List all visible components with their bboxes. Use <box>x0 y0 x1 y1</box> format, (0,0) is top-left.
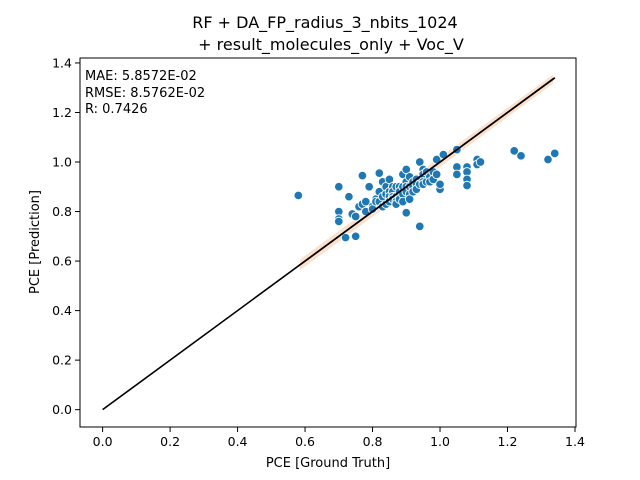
regression-line-layer <box>102 77 556 411</box>
x-axis-ticks: 0.0 0.2 0.4 0.6 0.8 1.0 1.2 1.4 <box>93 427 585 449</box>
chart-title-line-2: + result_molecules_only + Voc_V <box>198 35 464 55</box>
x-axis-label: PCE [Ground Truth] <box>266 456 390 471</box>
data-point <box>334 182 344 192</box>
x-tick-label: 0.8 <box>363 434 383 449</box>
data-point <box>401 208 412 218</box>
data-point <box>475 157 486 167</box>
data-point <box>452 169 462 180</box>
y-tick-label: 0.0 <box>52 402 72 417</box>
chart-title-line-1: RF + DA_FP_radius_3_nbits_1024 <box>192 13 457 33</box>
y-tick-label: 0.6 <box>52 254 72 269</box>
axes-frame <box>79 57 577 428</box>
data-point <box>334 216 344 227</box>
data-point <box>340 232 351 243</box>
data-points-layer <box>293 144 560 243</box>
data-point <box>549 148 560 159</box>
data-point <box>516 151 526 161</box>
data-point <box>415 221 425 232</box>
stats-rmse: RMSE: 8.5762E-02 <box>85 86 205 101</box>
x-tick-label: 1.4 <box>565 434 585 449</box>
data-point <box>509 146 520 156</box>
y-tick-label: 1.0 <box>52 155 72 170</box>
y-tick-label: 1.4 <box>52 55 72 70</box>
y-axis-label: PCE [Prediction] <box>28 190 43 294</box>
y-tick-label: 1.2 <box>52 105 72 120</box>
data-point <box>293 190 304 201</box>
data-point <box>361 196 371 207</box>
y-tick-label: 0.4 <box>52 303 72 318</box>
data-point <box>435 179 445 190</box>
x-tick-label: 1.0 <box>430 434 450 449</box>
y-tick-label: 0.8 <box>52 204 72 219</box>
data-point <box>374 168 385 178</box>
data-point <box>350 231 361 242</box>
x-tick-label: 0.6 <box>295 434 315 449</box>
stats-mae: MAE: 5.8572E-02 <box>85 69 197 84</box>
data-point <box>431 169 442 180</box>
x-tick-label: 0.2 <box>160 434 180 449</box>
data-point <box>357 170 368 181</box>
data-point <box>344 191 354 202</box>
y-tick-label: 0.2 <box>52 353 72 368</box>
x-tick-label: 1.2 <box>498 434 518 449</box>
stats-r: R: 0.7426 <box>85 102 148 117</box>
data-point <box>543 154 553 165</box>
y-axis-ticks: 0.0 0.2 0.4 0.6 0.8 1.0 1.2 1.4 <box>52 55 80 417</box>
plot-area <box>102 74 560 411</box>
data-point <box>350 211 361 222</box>
regression-line <box>297 77 556 267</box>
data-point <box>364 182 374 192</box>
x-tick-label: 0.0 <box>93 434 113 449</box>
stats-annotation: MAE: 5.8572E-02 RMSE: 8.5762E-02 R: 0.74… <box>85 69 205 117</box>
x-tick-label: 0.4 <box>228 434 248 449</box>
data-point <box>462 180 472 191</box>
